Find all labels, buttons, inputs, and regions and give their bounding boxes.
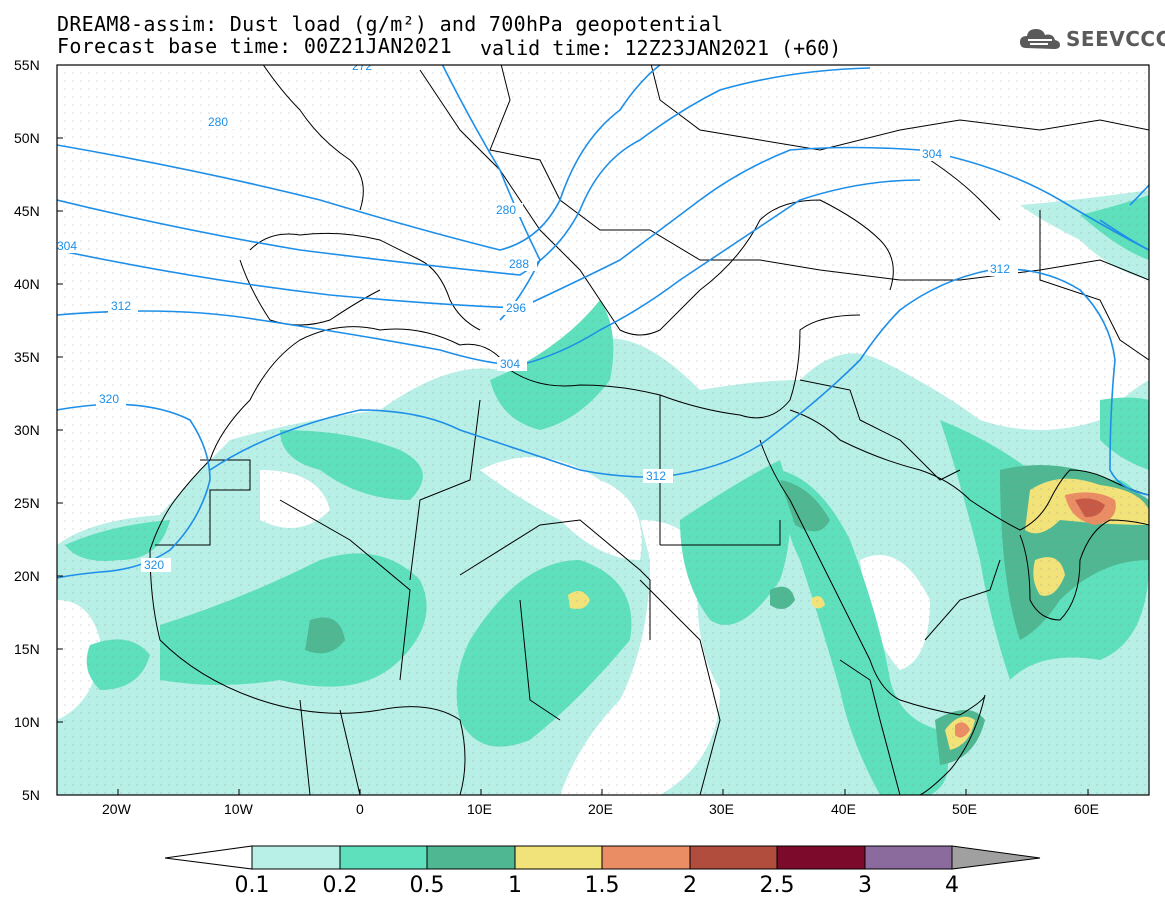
lat-ticks	[57, 64, 63, 796]
colorbar-swatch	[864, 845, 953, 870]
colorbar	[164, 845, 1041, 870]
lat-labels: 55N 50N 45N 40N 35N 30N 25N 20N 15N 10N …	[14, 57, 40, 803]
contour-label: 280	[208, 115, 228, 129]
colorbar-swatch	[689, 845, 778, 870]
colorbar-high-arrow	[951, 845, 1041, 870]
lat-label: 15N	[14, 641, 40, 657]
cloud-icon	[1020, 29, 1060, 49]
colorbar-swatch	[601, 845, 691, 870]
lat-label: 45N	[14, 203, 40, 219]
lon-label: 40E	[831, 801, 856, 817]
lat-label: 20N	[14, 568, 40, 584]
lat-label: 55N	[14, 57, 40, 73]
valid-time: valid time: 12Z23JAN2021 (+60)	[480, 36, 842, 60]
contour-label: 312	[646, 469, 666, 483]
lat-label: 40N	[14, 276, 40, 292]
map-title: DREAM8-assim: Dust load (g/m²) and 700hP…	[57, 12, 724, 36]
lon-label: 20W	[102, 801, 132, 817]
lat-label: 35N	[14, 349, 40, 365]
colorbar-label: 2.5	[760, 873, 795, 898]
colorbar-swatch	[339, 845, 428, 870]
colorbar-label: 0.1	[235, 873, 270, 898]
seevccc-logo: SEEVCCC	[1018, 24, 1165, 54]
contour-label: 304	[500, 357, 520, 371]
forecast-base-time: Forecast base time: 00Z21JAN2021	[57, 34, 452, 58]
contour-label: 272	[352, 59, 372, 73]
colorbar-swatch	[776, 845, 866, 870]
lon-label: 0	[356, 801, 364, 817]
colorbar-swatch	[514, 845, 603, 870]
colorbar-label: 2	[683, 873, 697, 898]
colorbar-swatch	[426, 845, 516, 870]
lon-label: 60E	[1074, 801, 1099, 817]
lat-label: 25N	[14, 495, 40, 511]
contour-label: 312	[111, 299, 131, 313]
colorbar-label: 0.5	[410, 873, 445, 898]
colorbar-label: 1.5	[585, 873, 620, 898]
contour-label: 296	[506, 301, 526, 315]
colorbar-label: 3	[858, 873, 872, 898]
contour-labels: 272 280 280 288 296 304 304 304 312 312 …	[57, 59, 1018, 572]
lon-label: 10W	[224, 801, 254, 817]
geopotential-contours	[57, 65, 1149, 579]
grid-dots	[57, 65, 1149, 795]
colorbar-labels: 0.1 0.2 0.5 1 1.5 2 2.5 3 4	[235, 873, 960, 898]
contour-label: 304	[57, 239, 77, 253]
lat-label: 5N	[22, 787, 40, 803]
contour-label: 312	[990, 262, 1010, 276]
logo-text: SEEVCCC	[1066, 27, 1165, 51]
colorbar-low-arrow	[164, 845, 253, 870]
colorbar-swatch	[251, 845, 341, 870]
contour-label: 288	[509, 257, 529, 271]
contour-label: 320	[144, 558, 164, 572]
lon-label: 20E	[588, 801, 613, 817]
lat-label: 50N	[14, 130, 40, 146]
colorbar-label: 1	[508, 873, 522, 898]
lon-label: 30E	[709, 801, 734, 817]
colorbar-label: 0.2	[323, 873, 358, 898]
lon-label: 50E	[952, 801, 977, 817]
colorbar-label: 4	[945, 873, 959, 898]
contour-label: 280	[496, 203, 516, 217]
lat-label: 10N	[14, 714, 40, 730]
lon-label: 10E	[467, 801, 492, 817]
contour-label: 304	[922, 147, 942, 161]
lon-labels: 20W 10W 0 10E 20E 30E 40E 50E 60E	[102, 801, 1099, 817]
lon-ticks	[117, 789, 1089, 795]
lat-label: 30N	[14, 422, 40, 438]
contour-label: 320	[99, 392, 119, 406]
